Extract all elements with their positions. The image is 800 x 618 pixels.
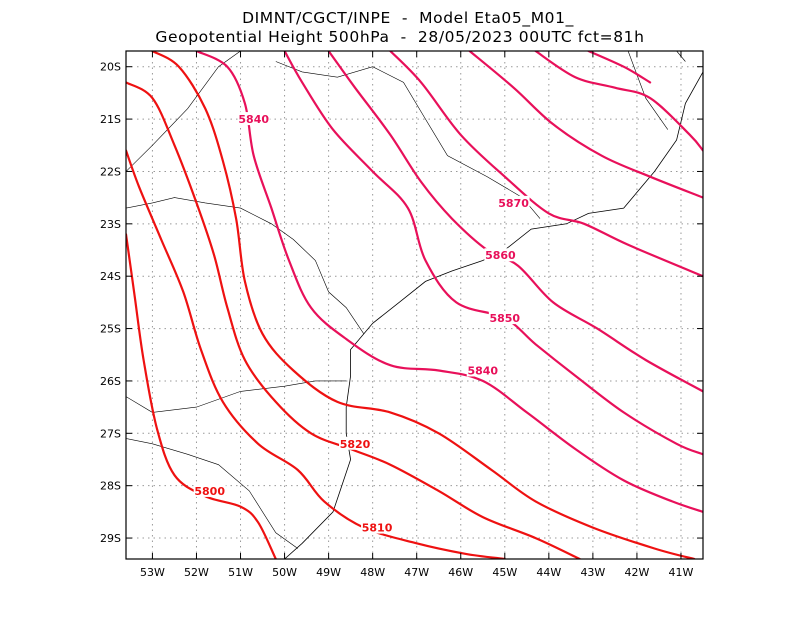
- lon-tick-label: 44W: [536, 566, 561, 579]
- contour-label-bg: [193, 483, 226, 497]
- lon-tick-label: 48W: [360, 566, 385, 579]
- contour-label: 5850: [489, 312, 520, 325]
- lat-tick-label: 28S: [100, 480, 121, 493]
- state-border: [275, 61, 541, 219]
- contour-label: 5800: [194, 485, 225, 498]
- lon-tick-label: 50W: [272, 566, 297, 579]
- contour-label: 5860: [485, 249, 516, 262]
- contour-label-bg: [237, 112, 270, 126]
- contour-label-bg: [339, 436, 372, 450]
- contour-labels: 5840 5870 5860 5850 5840 5820 5800 5810: [193, 112, 530, 535]
- geography-lines: [126, 51, 703, 559]
- contour-5820: [126, 81, 581, 559]
- lat-tick-label: 26S: [100, 375, 121, 388]
- contour-label-bg: [484, 248, 517, 262]
- lon-tick-label: 47W: [404, 566, 429, 579]
- contour-5850: [283, 51, 703, 456]
- lon-tick-label: 41W: [669, 566, 694, 579]
- contour-5860: [327, 51, 703, 393]
- contour-5830: [151, 51, 696, 559]
- state-border: [627, 51, 669, 130]
- lat-tick-label: 21S: [100, 113, 121, 126]
- lon-tick-label: 49W: [316, 566, 341, 579]
- contour-label-bg: [488, 311, 521, 325]
- contour-label: 5840: [238, 113, 269, 126]
- contour-label-bg: [497, 195, 530, 209]
- contour-5900: [587, 51, 652, 84]
- state-border: [126, 438, 298, 549]
- contour-5840: [195, 51, 703, 513]
- contour-5800: [126, 233, 277, 559]
- contour-label-bg: [361, 520, 394, 534]
- contour-lines: [126, 51, 703, 559]
- lat-tick-label: 23S: [100, 218, 121, 231]
- lon-tick-label: 52W: [184, 566, 209, 579]
- state-border: [126, 380, 347, 413]
- map-frame: [125, 50, 704, 560]
- lat-tick-label: 24S: [100, 270, 121, 283]
- lon-tick-label: 51W: [228, 566, 253, 579]
- contour-label: 5820: [340, 438, 371, 451]
- lon-tick-label: 46W: [448, 566, 473, 579]
- lon-tick-label: 45W: [492, 566, 517, 579]
- contour-label-bg: [466, 363, 499, 377]
- chart-title-line2: Geopotential Height 500hPa - 28/05/2023 …: [155, 28, 645, 46]
- lon-tick-label: 53W: [140, 566, 165, 579]
- chart-title-line1: DIMNT/CGCT/INPE - Model Eta05_M01_: [242, 9, 574, 27]
- lon-tick-label: 43W: [580, 566, 605, 579]
- contour-label: 5870: [498, 197, 529, 210]
- coastline: [284, 71, 703, 559]
- lat-tick-label: 22S: [100, 165, 121, 178]
- lat-tick-label: 25S: [100, 323, 121, 336]
- lat-tick-label: 20S: [100, 61, 121, 74]
- contour-5880: [468, 51, 703, 199]
- lon-tick-label: 42W: [624, 566, 649, 579]
- contour-5890: [534, 51, 703, 152]
- axis-ticks: 20S 21S 22S 23S 24S 25S 26S 27S 28S 29S 53W 52W 51W 5…: [100, 51, 703, 579]
- lat-tick-label: 29S: [100, 532, 121, 545]
- state-border: [126, 197, 365, 334]
- state-border: [126, 51, 241, 172]
- contour-5810: [126, 149, 506, 559]
- contour-label: 5810: [362, 522, 393, 535]
- contour-5870: [389, 51, 703, 278]
- lat-tick-label: 27S: [100, 427, 121, 440]
- contour-label: 5840: [467, 364, 498, 377]
